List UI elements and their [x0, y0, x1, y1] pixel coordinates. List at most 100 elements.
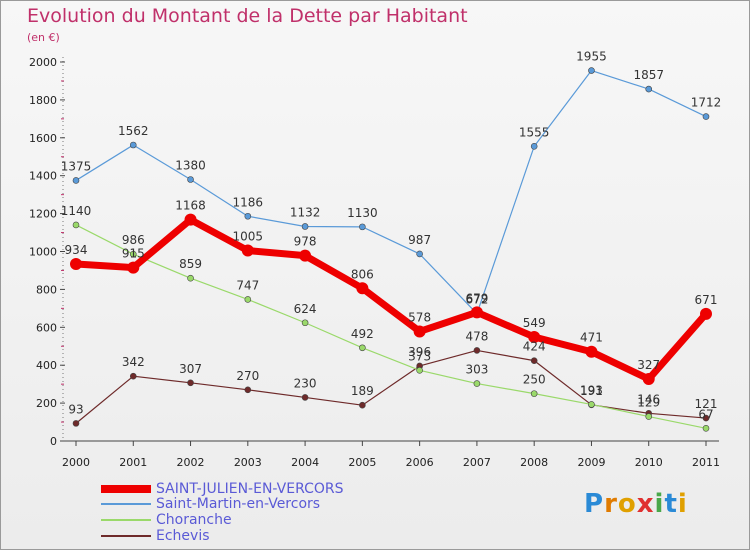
data-point-echevis — [244, 386, 252, 394]
data-point-saint-julien-en-vercors — [127, 261, 140, 274]
legend-swatch — [101, 503, 151, 505]
data-point-echevis — [473, 347, 481, 354]
data-label-echevis: 342 — [122, 355, 145, 369]
data-label-echevis: 121 — [695, 397, 718, 411]
data-point-saint-martin-en-vercors — [645, 85, 653, 93]
data-label-saint-julien-en-vercors: 934 — [65, 243, 88, 257]
data-point-choranche — [187, 274, 194, 282]
data-point-choranche — [530, 390, 538, 397]
y-tick-label: 1600 — [29, 132, 57, 145]
legend-item: Choranche — [101, 512, 232, 528]
data-label-choranche: 624 — [294, 302, 317, 316]
data-label-echevis: 93 — [68, 402, 83, 416]
legend-swatch — [101, 485, 151, 493]
data-point-choranche — [702, 425, 710, 432]
data-label-saint-martin-en-vercors: 1712 — [691, 96, 722, 110]
x-tick-label: 2008 — [520, 456, 548, 469]
logo-letter: i — [677, 489, 688, 519]
data-label-saint-martin-en-vercors: 1375 — [61, 159, 92, 173]
y-tick-label: 200 — [36, 397, 57, 410]
data-point-saint-martin-en-vercors — [588, 67, 595, 74]
data-point-echevis — [187, 379, 194, 387]
data-label-choranche: 986 — [122, 233, 145, 247]
data-label-echevis: 424 — [523, 340, 546, 354]
data-point-choranche — [359, 344, 366, 352]
x-tick-label: 2000 — [62, 456, 90, 469]
data-point-saint-martin-en-vercors — [702, 113, 710, 120]
series-line-choranche — [75, 224, 707, 429]
data-point-saint-julien-en-vercors — [184, 213, 197, 226]
data-point-saint-julien-en-vercors — [241, 244, 254, 257]
data-point-saint-martin-en-vercors — [416, 250, 423, 258]
x-tick-label: 2003 — [234, 456, 262, 469]
data-label-choranche: 193 — [580, 383, 603, 397]
x-tick-label: 2004 — [291, 456, 319, 469]
y-tick-label: 400 — [36, 359, 57, 372]
x-tick-label: 2007 — [463, 456, 491, 469]
logo-letter: x — [636, 489, 655, 519]
legend-swatch — [101, 535, 151, 537]
data-point-saint-martin-en-vercors — [187, 176, 194, 183]
data-point-choranche — [301, 319, 309, 327]
data-point-echevis — [129, 372, 137, 380]
legend-label: Saint-Martin-en-Vercors — [156, 496, 321, 512]
legend-item: SAINT-JULIEN-EN-VERCORS — [101, 481, 344, 497]
logo-letter: i — [654, 489, 665, 519]
data-label-echevis: 230 — [294, 376, 317, 390]
data-point-echevis — [359, 401, 366, 409]
data-label-echevis: 189 — [351, 384, 374, 398]
data-label-choranche: 129 — [637, 396, 660, 410]
data-point-choranche — [129, 250, 137, 258]
data-label-saint-julien-en-vercors: 578 — [408, 310, 431, 324]
data-point-echevis — [301, 394, 309, 401]
data-label-saint-julien-en-vercors: 549 — [523, 316, 546, 330]
data-point-saint-martin-en-vercors — [301, 223, 309, 230]
legend-label: SAINT-JULIEN-EN-VERCORS — [156, 481, 344, 497]
data-label-choranche: 747 — [236, 278, 259, 292]
data-point-choranche — [645, 413, 653, 420]
data-point-saint-martin-en-vercors — [359, 223, 366, 231]
series-line-saint-julien-en-vercors — [75, 216, 709, 383]
data-label-saint-martin-en-vercors: 987 — [408, 233, 431, 247]
data-point-saint-julien-en-vercors — [585, 345, 598, 358]
data-label-saint-martin-en-vercors: 1130 — [347, 206, 378, 220]
series-line-saint-martin-en-vercors — [75, 69, 707, 315]
data-point-echevis — [530, 357, 538, 364]
data-label-saint-martin-en-vercors: 1380 — [175, 158, 206, 172]
x-tick-label: 2011 — [692, 456, 720, 469]
data-label-saint-julien-en-vercors: 679 — [465, 291, 488, 305]
legend-label: Choranche — [156, 512, 232, 528]
y-tick-label: 1800 — [29, 94, 57, 107]
x-tick-label: 2010 — [635, 456, 663, 469]
y-tick-label: 600 — [36, 321, 57, 334]
data-point-saint-julien-en-vercors — [70, 258, 82, 271]
data-point-saint-julien-en-vercors — [413, 325, 426, 338]
data-point-saint-julien-en-vercors — [299, 249, 312, 262]
proxiti-logo: Proxiti — [584, 489, 688, 519]
logo-letter: r — [604, 489, 618, 519]
data-point-saint-julien-en-vercors — [642, 373, 655, 386]
data-label-saint-martin-en-vercors: 1955 — [576, 50, 607, 64]
y-tick-label: 1200 — [29, 208, 57, 221]
y-tick-label: 800 — [36, 283, 57, 296]
data-label-saint-martin-en-vercors: 1132 — [290, 205, 321, 219]
data-label-choranche: 250 — [523, 373, 546, 387]
logo-letter: t — [664, 489, 678, 519]
y-tick-label: 0 — [50, 435, 57, 448]
data-point-choranche — [416, 367, 423, 374]
data-label-saint-julien-en-vercors: 1005 — [233, 230, 264, 244]
data-label-echevis: 146 — [637, 392, 660, 406]
chart-subtitle: (en €) — [27, 31, 60, 44]
legend-label: Echevis — [156, 528, 210, 544]
data-label-saint-julien-en-vercors: 806 — [351, 267, 374, 281]
data-label-saint-martin-en-vercors: 1555 — [519, 125, 550, 139]
logo-letter: P — [584, 489, 605, 519]
data-label-saint-julien-en-vercors: 1168 — [175, 199, 206, 213]
data-label-saint-julien-en-vercors: 978 — [294, 235, 317, 249]
data-label-choranche: 1140 — [61, 204, 92, 218]
data-label-saint-julien-en-vercors: 915 — [122, 247, 145, 261]
data-label-saint-martin-en-vercors: 1857 — [633, 68, 664, 82]
data-label-choranche: 67 — [698, 407, 713, 421]
data-label-choranche: 373 — [408, 349, 431, 363]
